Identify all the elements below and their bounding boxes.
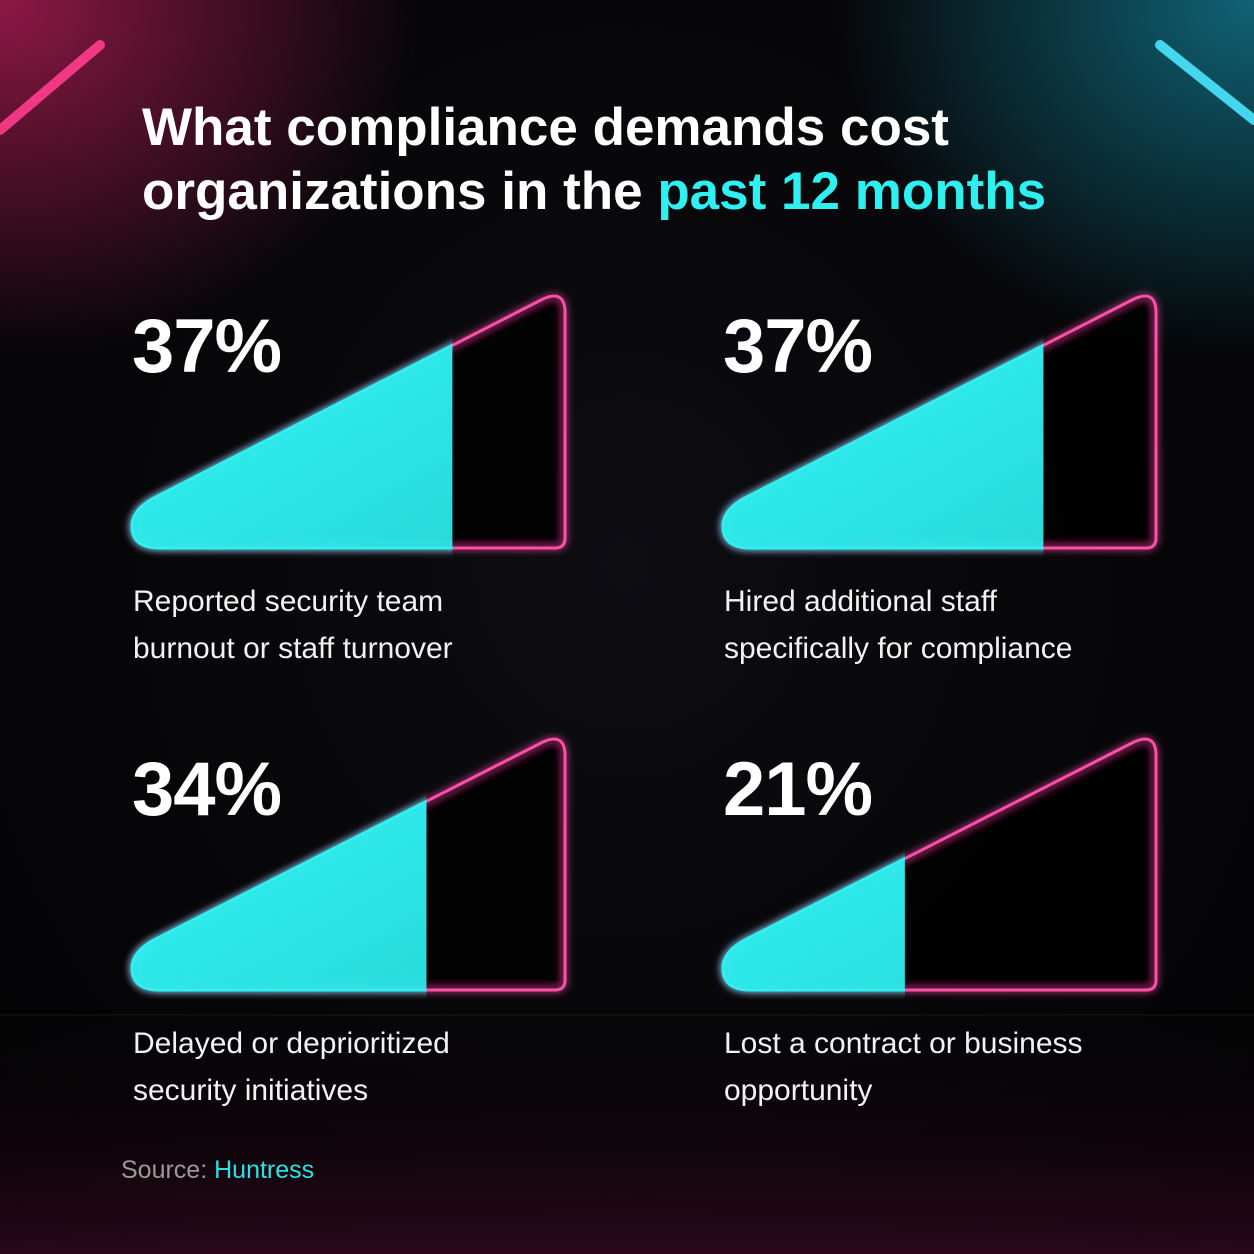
description: Lost a contract or business opportunity xyxy=(724,1027,1083,1107)
wedge-fill xyxy=(721,856,905,992)
description: Reported security team burnout or staff … xyxy=(133,585,453,665)
wedge-fill-group xyxy=(130,799,427,992)
source-name: Huntress xyxy=(214,1156,315,1184)
title-highlight: past 12 months xyxy=(657,162,1047,221)
wedge-fill-group xyxy=(721,343,1044,550)
floor xyxy=(0,1000,1254,1254)
source-label: Source: xyxy=(121,1156,208,1184)
value-label: 37% xyxy=(132,304,282,389)
title-text: What compliance demands cost organizatio… xyxy=(142,98,949,221)
glow xyxy=(0,0,420,360)
neon-strip xyxy=(0,40,105,135)
wedge-fill-group xyxy=(721,856,905,992)
wedge-fill xyxy=(130,799,427,992)
wedge-fill xyxy=(130,343,453,550)
value-label: 37% xyxy=(723,304,873,389)
title: What compliance demands cost organizatio… xyxy=(142,96,1102,224)
wedge-fill xyxy=(721,343,1044,550)
value-label: 21% xyxy=(723,747,873,832)
wedge-fill-group xyxy=(130,343,453,550)
value-label: 34% xyxy=(132,747,282,832)
description: Hired additional staff specifically for … xyxy=(724,585,1073,665)
source: Source: Huntress xyxy=(121,1156,314,1185)
neon-strip xyxy=(1155,40,1254,125)
description: Delayed or deprioritized security initia… xyxy=(133,1027,450,1107)
